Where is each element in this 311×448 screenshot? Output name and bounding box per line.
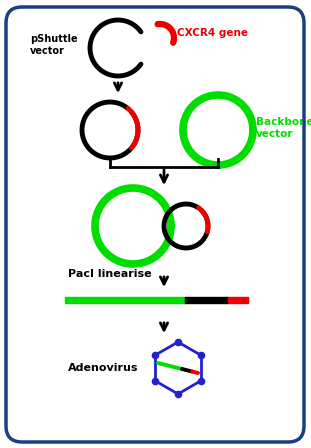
Text: Adenovirus: Adenovirus <box>68 363 138 373</box>
Text: CXCR4 gene: CXCR4 gene <box>177 28 248 38</box>
Text: PacI linearise: PacI linearise <box>68 269 152 279</box>
Text: Backbone
vector: Backbone vector <box>256 117 311 139</box>
Text: pShuttle
vector: pShuttle vector <box>30 34 78 56</box>
